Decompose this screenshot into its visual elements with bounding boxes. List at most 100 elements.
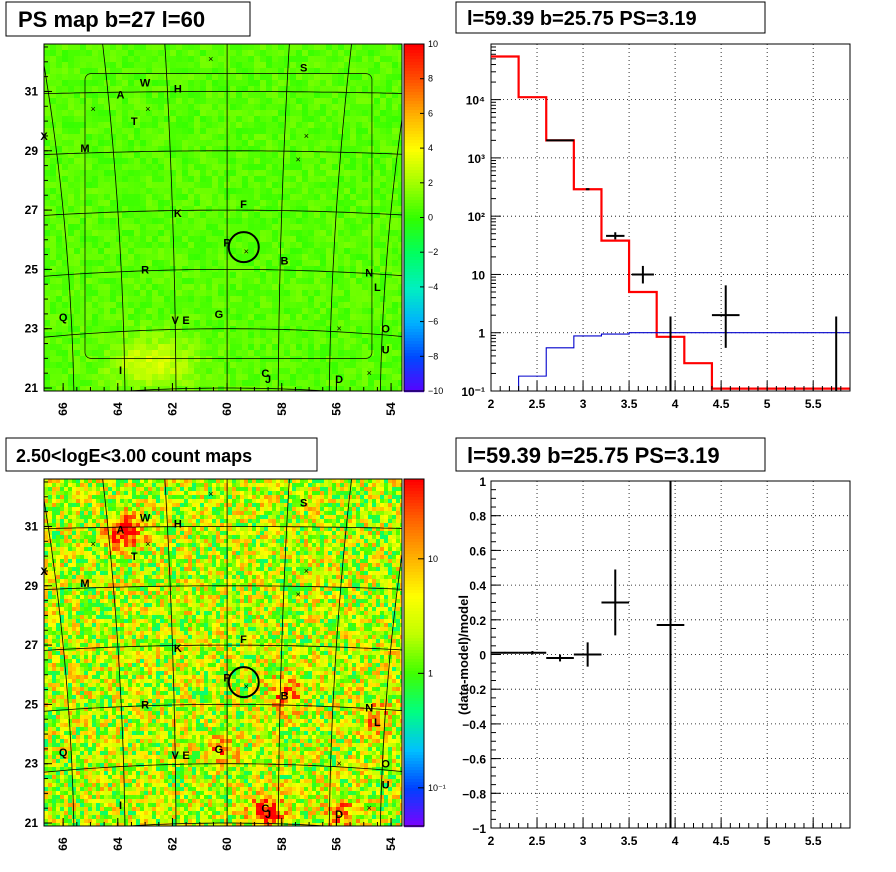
count-map-pixel bbox=[232, 515, 236, 519]
ps-map-pixel bbox=[68, 164, 74, 170]
count-map-pixel bbox=[96, 483, 100, 487]
ps-map-pixel bbox=[356, 128, 362, 134]
source-label-U: U bbox=[382, 344, 390, 356]
count-map-pixel bbox=[108, 487, 112, 491]
ps-map-pixel bbox=[104, 362, 110, 368]
count-map-pixel bbox=[388, 523, 392, 527]
ps-map-pixel bbox=[110, 194, 116, 200]
ps-map-pixel bbox=[344, 290, 350, 296]
ps-map-pixel bbox=[374, 62, 380, 68]
count-map-pixel bbox=[96, 491, 100, 495]
ps-map-pixel bbox=[296, 98, 302, 104]
ps-map-pixel bbox=[200, 182, 206, 188]
source-label-L: L bbox=[374, 282, 381, 294]
colorbar-segment bbox=[404, 221, 424, 225]
ps-map-pixel bbox=[74, 248, 80, 254]
ps-map-pixel bbox=[98, 266, 104, 272]
ps-map-pixel bbox=[368, 86, 374, 92]
ps-map-pixel bbox=[92, 176, 98, 182]
ps-map-pixel bbox=[386, 302, 392, 308]
ps-map-pixel bbox=[374, 266, 380, 272]
ps-map-pixel bbox=[92, 98, 98, 104]
count-map-pixel bbox=[320, 523, 324, 527]
count-map-pixel bbox=[44, 519, 48, 523]
ps-map-pixel bbox=[134, 326, 140, 332]
ps-map-pixel bbox=[302, 224, 308, 230]
count-map-pixel bbox=[256, 523, 260, 527]
count-map-pixel bbox=[68, 495, 72, 499]
count-map-pixel bbox=[88, 495, 92, 499]
ps-map-pixel bbox=[302, 368, 308, 374]
ps-map-pixel bbox=[398, 266, 402, 272]
count-map-pixel bbox=[360, 511, 364, 515]
ps-map-pixel bbox=[374, 290, 380, 296]
ps-map-pixel bbox=[92, 134, 98, 140]
ps-map-pixel bbox=[290, 128, 296, 134]
ps-map-pixel bbox=[338, 128, 344, 134]
count-map-pixel bbox=[300, 495, 304, 499]
count-map-pixel bbox=[216, 487, 220, 491]
ps-map-pixel bbox=[380, 194, 386, 200]
ps-map-pixel bbox=[320, 224, 326, 230]
ps-map-pixel bbox=[398, 308, 402, 314]
ps-map-pixel bbox=[362, 242, 368, 248]
ps-map-pixel bbox=[398, 200, 402, 206]
ps-map-pixel bbox=[56, 224, 62, 230]
ps-map-pixel bbox=[158, 146, 164, 152]
ps-map-pixel bbox=[164, 308, 170, 314]
count-map-pixel bbox=[188, 511, 192, 515]
ps-map-pixel bbox=[194, 350, 200, 356]
ps-map-pixel bbox=[296, 242, 302, 248]
ps-map-pixel bbox=[236, 176, 242, 182]
ps-map-pixel bbox=[212, 146, 218, 152]
ps-map-pixel bbox=[344, 266, 350, 272]
ps-map-pixel bbox=[206, 200, 212, 206]
ps-map-pixel bbox=[320, 284, 326, 290]
ps-map-pixel bbox=[380, 212, 386, 218]
ps-map-pixel bbox=[290, 314, 296, 320]
ps-map-pixel bbox=[350, 152, 356, 158]
ps-map-pixel bbox=[350, 236, 356, 242]
ps-map-pixel bbox=[380, 134, 386, 140]
ps-map-pixel bbox=[116, 296, 122, 302]
ps-map-pixel bbox=[176, 362, 182, 368]
ps-map-pixel bbox=[326, 128, 332, 134]
ps-map-pixel bbox=[206, 296, 212, 302]
ps-map-pixel bbox=[380, 56, 386, 62]
ps-map-pixel bbox=[362, 68, 368, 74]
count-map-pixel bbox=[236, 491, 240, 495]
ps-map-pixel bbox=[158, 164, 164, 170]
ps-map-pixel bbox=[74, 332, 80, 338]
count-map-pixel bbox=[296, 511, 300, 515]
count-map-pixel bbox=[76, 487, 80, 491]
ps-map-pixel bbox=[86, 200, 92, 206]
ps-map-pixel bbox=[116, 320, 122, 326]
ps-map-pixel bbox=[350, 344, 356, 350]
ps-map-pixel bbox=[206, 260, 212, 266]
ps-map-pixel bbox=[68, 134, 74, 140]
ps-map-pixel bbox=[98, 50, 104, 56]
ps-map-pixel bbox=[284, 158, 290, 164]
ps-map-pixel bbox=[62, 68, 68, 74]
ps-map-pixel bbox=[266, 152, 272, 158]
ps-map-pixel bbox=[80, 236, 86, 242]
ps-map-pixel bbox=[314, 140, 320, 146]
ps-map-pixel bbox=[86, 350, 92, 356]
ps-map-pixel bbox=[140, 356, 146, 362]
count-map-pixel bbox=[156, 483, 160, 487]
colorbar-tick-label: −2 bbox=[428, 247, 438, 257]
ps-map-pixel bbox=[326, 278, 332, 284]
ps-map-pixel bbox=[104, 296, 110, 302]
count-map-pixel bbox=[152, 479, 156, 483]
ps-map-pixel bbox=[206, 80, 212, 86]
count-map-pixel bbox=[276, 499, 280, 503]
ps-map-pixel bbox=[140, 104, 146, 110]
count-map-pixel bbox=[312, 487, 316, 491]
count-map-pixel bbox=[288, 523, 292, 527]
count-map-pixel bbox=[392, 527, 396, 531]
ps-map-pixel bbox=[116, 164, 122, 170]
ps-map-pixel bbox=[194, 272, 200, 278]
ps-map-pixel bbox=[284, 356, 290, 362]
ps-map-pixel bbox=[182, 116, 188, 122]
ps-map-pixel bbox=[308, 260, 314, 266]
